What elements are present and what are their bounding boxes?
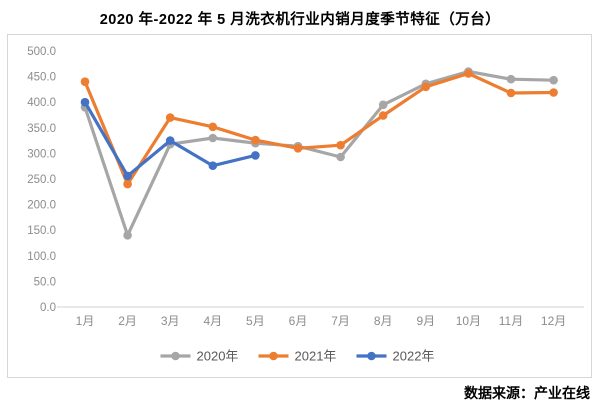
- x-axis-label: 6月: [289, 314, 308, 328]
- y-axis-label: 450.0: [27, 72, 56, 84]
- y-axis-label: 50.0: [34, 276, 56, 288]
- legend-label: 2021年: [295, 349, 337, 364]
- y-axis-label: 150.0: [27, 225, 56, 237]
- y-axis-label: 350.0: [27, 123, 56, 135]
- series-point: [464, 69, 473, 78]
- y-axis-label: 300.0: [27, 148, 56, 160]
- series-point: [80, 77, 90, 86]
- y-axis-label: 250.0: [27, 174, 56, 186]
- series-point: [549, 75, 558, 85]
- series-point: [251, 135, 260, 145]
- x-axis-label: 3月: [161, 314, 180, 328]
- x-axis-label: 5月: [246, 314, 265, 328]
- series-point: [378, 100, 388, 110]
- legend-marker-icon: [269, 351, 278, 361]
- series-point: [251, 151, 260, 160]
- y-axis-label: 200.0: [27, 200, 56, 212]
- source-note: 数据来源：产业在线: [464, 385, 590, 401]
- series-point: [336, 152, 345, 162]
- series-point: [506, 74, 516, 84]
- series-point: [165, 136, 175, 145]
- chart-title: 2020 年-2022 年 5 月洗衣机行业内销月度季节特征（万台）: [99, 12, 501, 28]
- series-point: [208, 122, 218, 132]
- chart-svg: 0.0 50.0 100.0 150.0 200.0 250.0 300.0 350.0 400…: [27, 46, 584, 364]
- x-axis-label: 8月: [374, 314, 393, 328]
- y-axis-label: 500.0: [27, 46, 56, 58]
- x-axis-label: 7月: [331, 314, 350, 328]
- x-axis-label: 1月: [76, 314, 95, 328]
- y-axis-label: 100.0: [27, 251, 56, 263]
- series-2020年: [80, 67, 558, 240]
- legend-label: 2020年: [197, 349, 239, 364]
- x-axis-label: 9月: [416, 314, 435, 328]
- series-point: [208, 133, 218, 143]
- series-2021年: [80, 69, 558, 189]
- series-point: [165, 113, 175, 122]
- series-point: [506, 88, 516, 98]
- series-line: [83, 71, 556, 186]
- series-point: [123, 171, 132, 181]
- chart-frame: 0.0 50.0 100.0 150.0 200.0 250.0 300.0 350.0 400…: [7, 34, 592, 378]
- x-axis-label: 10月: [456, 314, 481, 328]
- x-axis-label: 12月: [541, 314, 566, 328]
- legend-marker-icon: [367, 351, 376, 361]
- legend-item: 2020年: [160, 349, 239, 364]
- series-2022年: [80, 97, 260, 181]
- series-point: [421, 82, 431, 92]
- series-point: [549, 88, 558, 97]
- y-axis-label: 400.0: [27, 97, 56, 109]
- series-point: [80, 97, 90, 107]
- y-axis-label: 0.0: [40, 302, 56, 314]
- series-point: [123, 231, 132, 240]
- legend-item: 2022年: [356, 349, 435, 364]
- series-point: [208, 161, 218, 170]
- legend-marker-icon: [171, 351, 180, 361]
- x-axis-label: 11月: [499, 314, 523, 328]
- legend-label: 2022年: [393, 349, 435, 364]
- x-axis-label: 4月: [203, 314, 222, 328]
- legend-item: 2021年: [258, 349, 337, 364]
- x-axis-label: 2月: [118, 314, 137, 328]
- series-point: [336, 140, 345, 150]
- series-point: [123, 179, 132, 189]
- series-point: [293, 144, 303, 153]
- series-line: [83, 69, 556, 237]
- series-point: [378, 111, 388, 120]
